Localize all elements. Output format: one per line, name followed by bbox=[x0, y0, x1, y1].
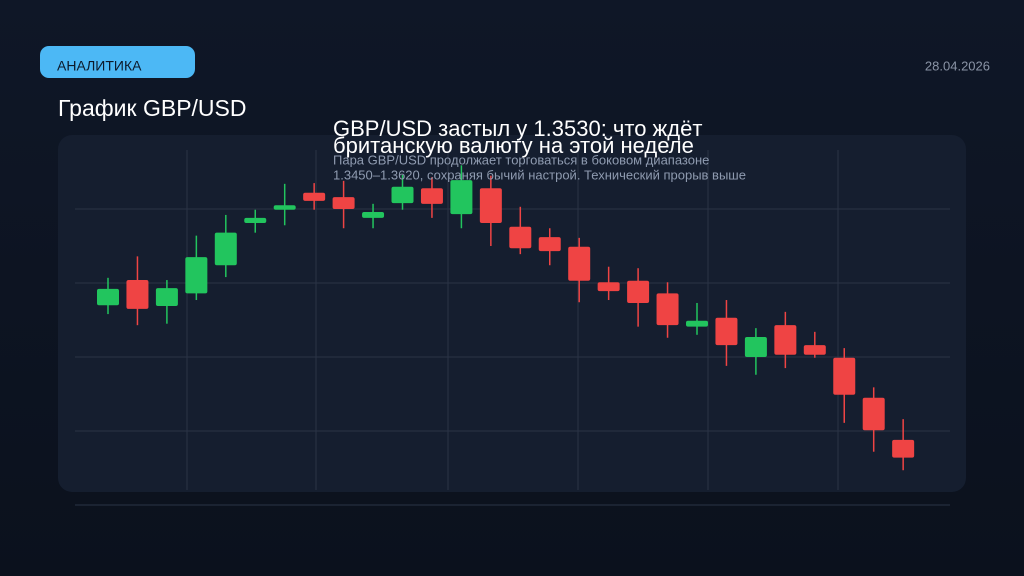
candle-body bbox=[214, 232, 237, 266]
candle-body bbox=[303, 192, 326, 201]
candle-body bbox=[391, 186, 414, 204]
lead: Пара GBP/USD продолжает торговаться в бо… bbox=[333, 152, 709, 167]
candle-body bbox=[833, 357, 856, 395]
vertical-grid bbox=[186, 150, 839, 490]
candle-body bbox=[332, 197, 355, 209]
candle-body bbox=[892, 439, 915, 458]
candle-body bbox=[803, 345, 826, 355]
candle-body bbox=[627, 280, 650, 303]
headline: британскую валюту на этой неделе bbox=[333, 133, 694, 158]
candle-body bbox=[656, 293, 679, 326]
plot bbox=[75, 165, 950, 506]
lead: 1.3450–1.3620, сохраняя бычий настрой. Т… bbox=[333, 167, 746, 182]
candle-body bbox=[362, 211, 385, 218]
chart-title: График GBP/USD bbox=[58, 95, 247, 121]
headline: GBP/USD застыл у 1.3530: что ждёт bbox=[333, 116, 702, 141]
candle-body bbox=[479, 188, 502, 224]
candle-body bbox=[597, 282, 620, 292]
candle-body bbox=[273, 205, 296, 210]
candle-body bbox=[185, 257, 208, 294]
candle-body bbox=[420, 188, 443, 204]
candle-body bbox=[155, 288, 178, 306]
candle-body bbox=[686, 320, 708, 327]
article: GBP/USD застыл у 1.3530: что ждётбританс… bbox=[333, 116, 746, 183]
candle-body bbox=[509, 226, 532, 249]
candle-body bbox=[862, 397, 885, 431]
candle-body bbox=[538, 237, 561, 252]
badge-text: АНАЛИТИКА bbox=[57, 58, 142, 74]
candle-body bbox=[568, 246, 591, 281]
badge bbox=[40, 46, 195, 78]
chart-panel bbox=[58, 135, 966, 492]
candle-body bbox=[715, 317, 738, 346]
candle-body bbox=[744, 337, 767, 357]
candle-body bbox=[244, 217, 267, 224]
candle-body bbox=[450, 180, 473, 215]
candle-body bbox=[774, 325, 797, 355]
date: 28.04.2026 bbox=[925, 58, 990, 73]
candle-body bbox=[126, 280, 149, 309]
candle-body bbox=[97, 288, 119, 306]
